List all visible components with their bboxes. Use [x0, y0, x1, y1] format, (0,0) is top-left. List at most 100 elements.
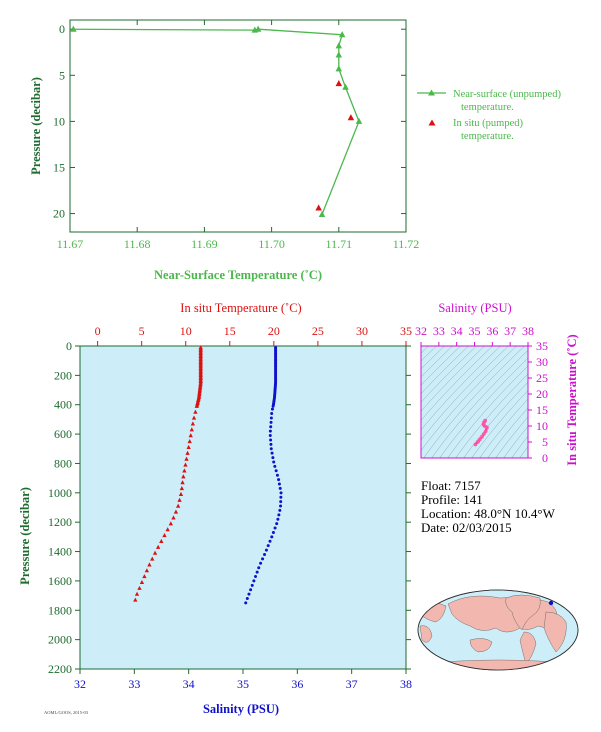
temperature-point — [191, 415, 197, 420]
pressure-tick-label: 0 — [66, 339, 72, 353]
salinity-point — [270, 535, 274, 539]
near-surface-y-ticks: 0 5 10 15 20 — [53, 22, 406, 221]
pumped-temperature-point — [347, 114, 355, 121]
temperature-point — [142, 574, 147, 579]
temperature-point — [152, 550, 158, 555]
land-africa-west — [419, 625, 433, 643]
temperature-point — [186, 444, 191, 449]
salinity-tick-label: 36 — [291, 677, 303, 691]
float-id: Float: 7157 — [421, 478, 481, 493]
land-south-america — [519, 631, 537, 665]
near-surface-y-axis-label: Pressure (decibar) — [29, 77, 43, 175]
ts-point — [483, 418, 488, 423]
temperature-x-ticks: 0 5 10 15 20 25 30 35 — [95, 324, 412, 346]
temperature-profile-series — [133, 345, 203, 602]
pressure-tick-label: 1000 — [48, 486, 72, 500]
x-tick-label: 11.71 — [326, 237, 353, 251]
pressure-tick-label: 1600 — [48, 574, 72, 588]
map-outline — [417, 589, 579, 671]
ts-y-tick-label: 5 — [542, 435, 548, 449]
salinity-point — [277, 482, 281, 486]
salinity-point — [279, 495, 283, 499]
near-surface-plot-frame — [69, 19, 407, 233]
ts-point — [480, 435, 484, 439]
profile-y-axis-label: Pressure (decibar) — [18, 487, 32, 585]
near-surface-legend: Near-surface (unpumped) temperature. In s… — [417, 89, 561, 142]
unpumped-temperature-point — [335, 65, 343, 72]
salinity-x-ticks: 32 33 34 35 36 37 38 — [74, 669, 412, 691]
temperature-point — [188, 433, 193, 438]
temperature-point — [179, 486, 185, 491]
salinity-point — [269, 420, 273, 424]
temperature-point — [178, 491, 184, 496]
density-contour — [421, 346, 493, 421]
salinity-point — [274, 469, 278, 473]
salinity-point — [268, 429, 272, 433]
temperature-point — [134, 591, 140, 596]
salinity-point — [279, 504, 283, 508]
pressure-tick-label: 600 — [54, 427, 72, 441]
salinity-point — [269, 442, 273, 446]
footer-credit: AOML/GOOS, 2015-03 — [44, 710, 89, 716]
y-tick-label: 5 — [59, 68, 65, 82]
density-contour — [503, 425, 528, 458]
temperature-point — [133, 597, 138, 602]
salinity-point — [276, 517, 280, 521]
y-tick-label: 0 — [59, 22, 65, 36]
temperature-point — [187, 439, 192, 444]
ts-point — [483, 429, 488, 433]
salinity-point — [278, 486, 282, 490]
temperature-tick-label: 30 — [356, 324, 368, 338]
unpumped-temperature-line — [73, 28, 360, 215]
salinity-point — [269, 438, 273, 442]
salinity-tick-label: 37 — [346, 677, 358, 691]
salinity-point — [269, 425, 273, 429]
world-location-map — [417, 589, 579, 671]
salinity-point — [278, 508, 282, 512]
land-africa — [543, 611, 567, 653]
salinity-point — [275, 473, 279, 477]
ts-diagram: 32 33 34 35 36 37 38 0 5 10 15 20 25 30 35 Salinity (… — [415, 301, 579, 466]
temperature-tick-label: 25 — [312, 324, 324, 338]
salinity-tick-label: 35 — [237, 677, 249, 691]
pressure-tick-label: 1200 — [48, 515, 72, 529]
salinity-point — [259, 561, 263, 565]
temperature-point — [177, 497, 182, 502]
pumped-temperature-point — [335, 80, 343, 87]
ts-y-tick-label: 15 — [536, 403, 548, 417]
salinity-point — [270, 412, 274, 416]
temperature-point — [168, 521, 173, 526]
salinity-point — [279, 491, 283, 495]
legend-label-pumped: In situ (pumped) temperature. — [453, 118, 523, 142]
temperature-point — [175, 503, 181, 508]
salinity-point — [250, 583, 254, 587]
float-location: Location: 48.0°N 10.4°W — [421, 506, 556, 521]
ts-x-tick-label: 32 — [415, 324, 427, 338]
ts-x-tick-label: 37 — [504, 324, 516, 338]
salinity-point — [247, 592, 251, 596]
ts-x-tick-label: 38 — [522, 324, 534, 338]
land-north-america — [505, 594, 541, 631]
unpumped-temperature-point — [254, 25, 262, 32]
temperature-tick-label: 5 — [139, 324, 145, 338]
ts-point — [482, 432, 486, 436]
near-surface-chart: 11.67 11.68 11.69 11.70 11.71 11.72 05101520 … — [29, 19, 561, 282]
density-contour — [431, 349, 528, 458]
pressure-tick-label: 1400 — [48, 545, 72, 559]
unpumped-temperature-point — [335, 42, 343, 49]
salinity-point — [257, 566, 261, 570]
unpumped-temperature-point — [318, 210, 326, 218]
temperature-point — [150, 556, 155, 561]
density-contour — [455, 373, 528, 458]
temperature-point — [182, 468, 187, 473]
salinity-point — [277, 513, 281, 517]
pressure-tick-label: 800 — [54, 456, 72, 470]
salinity-point — [271, 456, 275, 460]
float-location-marker — [548, 600, 554, 606]
salinity-axis-label: Salinity (PSU) — [203, 702, 279, 716]
temperature-tick-label: 0 — [95, 324, 101, 338]
salinity-point — [272, 460, 276, 464]
temperature-point — [137, 585, 142, 590]
ts-density-contours — [421, 346, 528, 458]
temperature-tick-label: 35 — [400, 324, 412, 338]
